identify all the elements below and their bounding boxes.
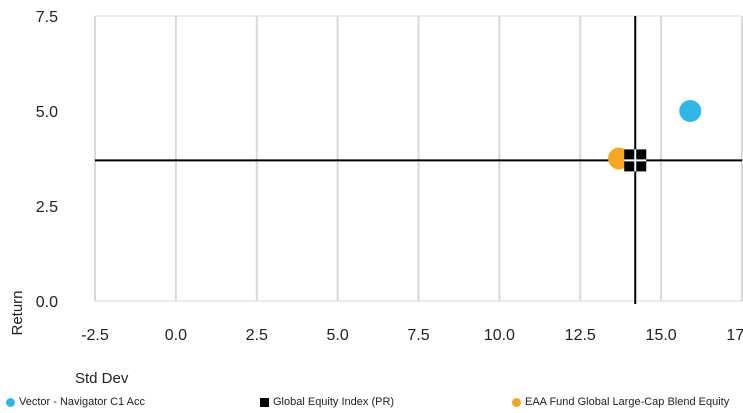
legend-item-eaa-fund: EAA Fund Global Large-Cap Blend Equity <box>512 396 729 408</box>
legend-item-global-equity-index: Global Equity Index (PR) <box>260 396 394 408</box>
x-tick-label: 17.5 <box>726 327 743 344</box>
y-axis-title: Return <box>9 290 26 335</box>
legend-label: Vector - Navigator C1 Acc <box>19 396 145 408</box>
y-tick-label: 0.0 <box>36 294 58 311</box>
legend: Vector - Navigator C1 Acc Global Equity … <box>0 392 743 412</box>
grid-lines <box>94 15 743 302</box>
legend-marker-circle-icon <box>6 397 15 407</box>
data-points <box>608 100 702 172</box>
x-tick-label: 7.5 <box>407 327 429 344</box>
y-tick-label: 5.0 <box>36 104 58 121</box>
y-tick-label: 2.5 <box>36 199 58 216</box>
legend-label: Global Equity Index (PR) <box>273 396 395 408</box>
x-tick-label: 15.0 <box>646 327 677 344</box>
legend-label: EAA Fund Global Large-Cap Blend Equity <box>525 396 730 408</box>
data-point-circle <box>679 100 702 122</box>
x-tick-label: 5.0 <box>327 327 349 344</box>
scatter-chart: 0.0 2.5 5.0 7.5 -2.5 0.0 2.5 5.0 7.5 10.0 12.5 15.… <box>9 9 743 387</box>
x-tick-label: 12.5 <box>565 327 596 344</box>
x-tick-label: 2.5 <box>246 327 268 344</box>
x-tick-label: -2.5 <box>81 327 109 344</box>
y-axis-tick-labels: 0.0 2.5 5.0 7.5 <box>36 9 58 311</box>
x-tick-label: 10.0 <box>484 327 515 344</box>
x-tick-label: 0.0 <box>165 327 187 344</box>
legend-marker-circle-icon <box>512 397 521 407</box>
y-tick-label: 7.5 <box>36 9 58 26</box>
legend-item-vector-navigator: Vector - Navigator C1 Acc <box>6 396 145 408</box>
legend-marker-square-icon <box>260 397 269 407</box>
x-axis-title: Std Dev <box>75 370 129 387</box>
x-axis-tick-labels: -2.5 0.0 2.5 5.0 7.5 10.0 12.5 15.0 17.5 <box>81 327 743 344</box>
